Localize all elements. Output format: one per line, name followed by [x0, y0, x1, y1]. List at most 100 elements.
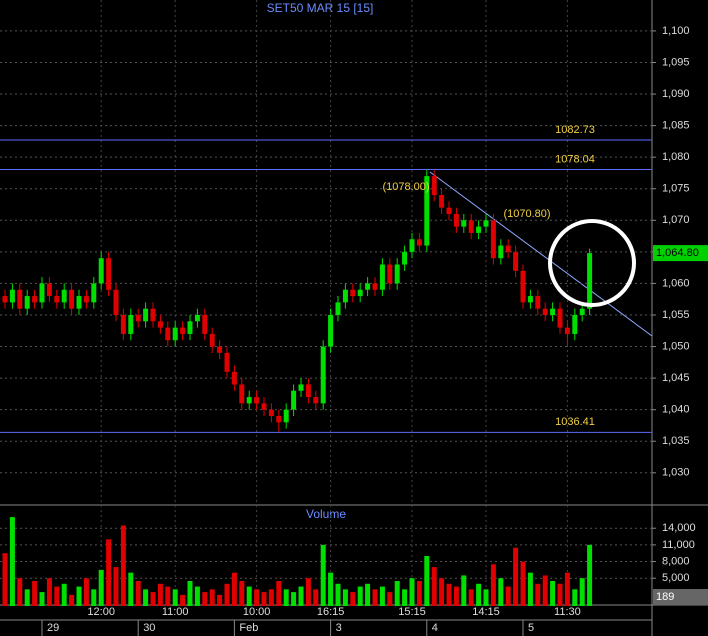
candle-body [268, 409, 274, 416]
volume-bar [157, 583, 163, 606]
volume-bar [557, 583, 563, 606]
volume-bar [165, 586, 171, 606]
candle-body [239, 384, 245, 404]
candle-body [202, 314, 208, 334]
y-tick-label: 1,085 [662, 120, 690, 132]
candle-body [439, 195, 445, 208]
candle-body [461, 220, 467, 227]
candle-body [246, 397, 252, 404]
candle-body [69, 289, 75, 309]
volume-bar [76, 586, 82, 606]
volume-bar [32, 581, 38, 606]
volume-bar [246, 586, 252, 606]
candle-body [313, 397, 319, 404]
volume-bar [572, 589, 578, 606]
volume-bar [513, 547, 519, 606]
y2-tick-label: 14,000 [662, 522, 696, 534]
volume-bar [150, 592, 156, 606]
candle-body [409, 239, 415, 252]
candle-body [513, 251, 519, 271]
candle-body [194, 314, 200, 322]
y-tick-label: 1,055 [662, 309, 690, 321]
volume-bar [505, 586, 511, 606]
annotation: (1078.00) [382, 181, 429, 193]
volume-bar [106, 539, 112, 606]
volume-bar [342, 589, 348, 606]
volume-bar [143, 589, 149, 606]
x-tick-label: 14:15 [472, 606, 500, 618]
volume-bar [357, 586, 363, 606]
volume-bar [91, 589, 97, 606]
volume-bar [527, 572, 533, 606]
candle-body [231, 371, 237, 385]
candle-body [283, 409, 289, 423]
y-tick-label: 1,030 [662, 467, 690, 479]
candle-body [535, 296, 541, 309]
last-volume-label: 189 [656, 591, 674, 603]
volume-bar [254, 589, 260, 606]
volume-bar [520, 561, 526, 606]
volume-bar [483, 589, 489, 606]
y-tick-label: 1,035 [662, 435, 690, 447]
y-tick-label: 1,075 [662, 183, 690, 195]
last-price-label: 1,064.80 [656, 247, 699, 259]
candle-body [217, 346, 223, 353]
volume-bar [550, 581, 556, 606]
y-tick-label: 1,050 [662, 340, 690, 352]
candle-body [113, 289, 119, 315]
candle-body [402, 251, 408, 265]
candle-body [305, 384, 311, 398]
x-tick-label: 16:15 [317, 606, 345, 618]
candle-body [120, 314, 126, 334]
candle-body [387, 264, 393, 284]
candle-body [2, 296, 8, 303]
candle-body [587, 253, 593, 309]
candle-body [76, 296, 82, 309]
volume-bar [209, 589, 215, 606]
y-tick-label: 1,040 [662, 404, 690, 416]
candle-body [128, 314, 134, 334]
chart-title: SET50 MAR 15 [15] [267, 1, 374, 15]
candle-body [180, 327, 186, 334]
candle-body [165, 327, 171, 341]
volume-bar [135, 581, 141, 606]
candle-body [379, 264, 385, 290]
x-tick-label: 15:15 [398, 606, 426, 618]
date-label: Feb [239, 622, 258, 634]
y2-tick-label: 8,000 [662, 555, 690, 567]
volume-bar [320, 544, 326, 606]
level-label: 1036.41 [555, 416, 595, 428]
candle-body [416, 239, 422, 246]
volume-bar [39, 592, 45, 606]
candle-body [143, 308, 149, 322]
volume-bar [416, 581, 422, 606]
volume-bar [424, 556, 430, 606]
annotation: (1070.80) [503, 208, 550, 220]
candle-body [453, 213, 459, 227]
candle-body [17, 289, 23, 309]
volume-bar [431, 567, 437, 606]
volume-bar [468, 589, 474, 606]
volume-bar [379, 586, 385, 606]
candle-body [550, 308, 556, 315]
candle-body [505, 245, 511, 252]
volume-bar [298, 586, 304, 606]
volume-bar [231, 572, 237, 606]
candle-body [46, 283, 52, 297]
y2-tick-label: 11,000 [662, 539, 695, 551]
volume-bar [276, 581, 282, 606]
volume-bar [453, 586, 459, 606]
volume-bar [305, 578, 311, 606]
y-tick-label: 1,100 [662, 25, 690, 37]
volume-bar [372, 589, 378, 606]
candle-body [291, 390, 297, 410]
candle-body [261, 403, 267, 410]
volume-bar [217, 594, 223, 606]
volume-bar [69, 594, 75, 606]
volume-bar [202, 592, 208, 606]
volume-title: Volume [306, 507, 346, 521]
candle-body [172, 327, 178, 341]
last-price-box [653, 245, 708, 262]
candle-body [527, 296, 533, 303]
